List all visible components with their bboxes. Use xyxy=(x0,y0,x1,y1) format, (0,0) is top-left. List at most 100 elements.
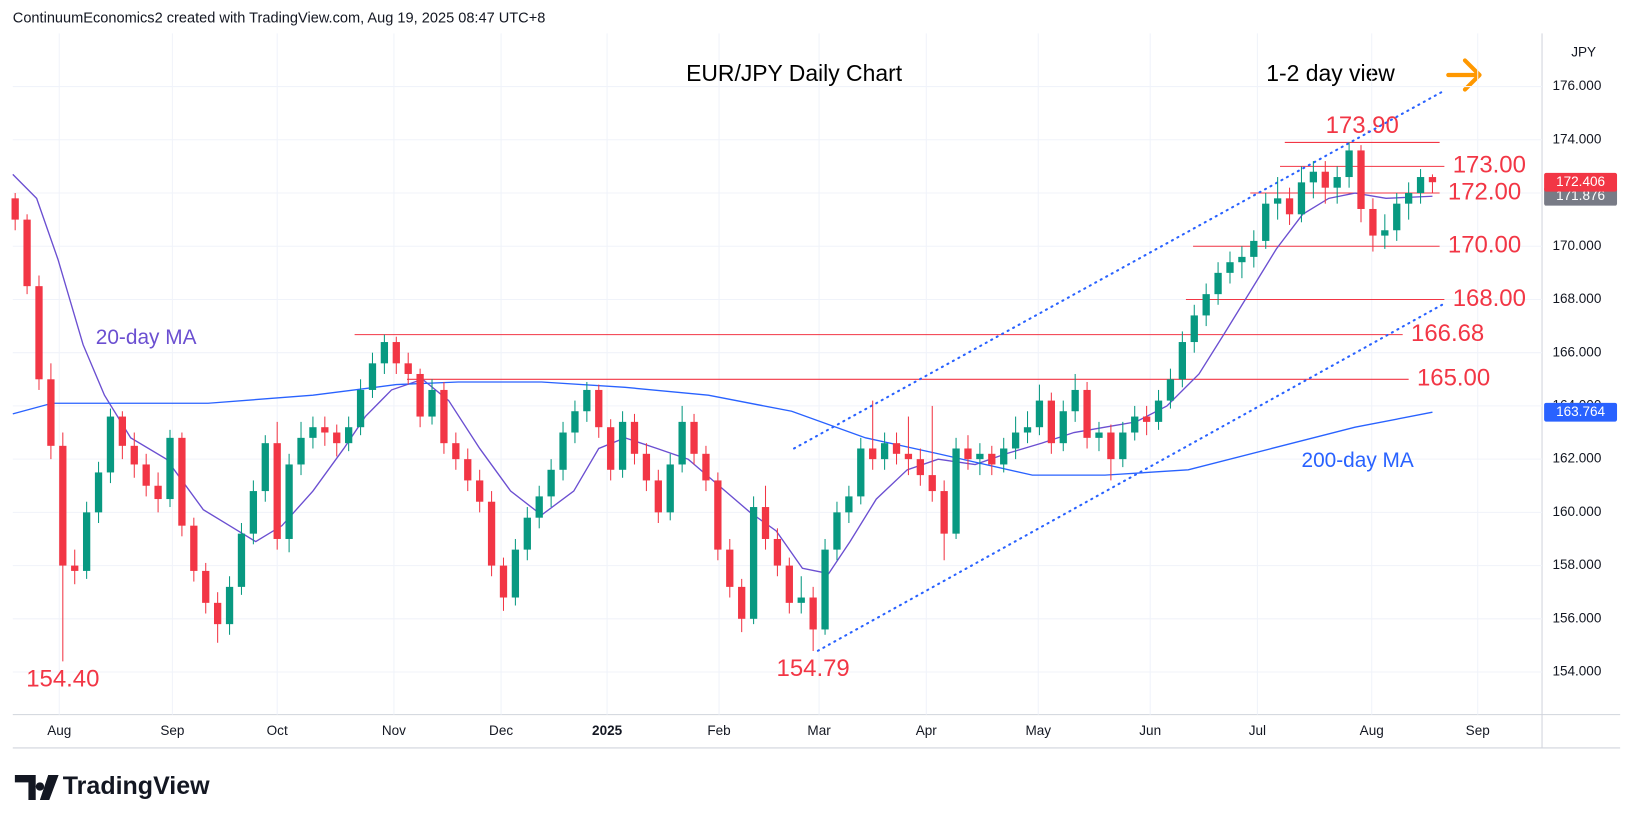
level-label: 172.00 xyxy=(1448,178,1521,205)
channel-line xyxy=(816,303,1444,652)
candle-body xyxy=(487,501,496,566)
candle-body xyxy=(1393,203,1401,231)
candle-body xyxy=(1428,177,1437,183)
candle-body xyxy=(916,459,924,476)
candle-body xyxy=(1083,389,1091,438)
candle-body xyxy=(797,597,805,603)
level-label: 173.00 xyxy=(1453,152,1526,179)
candle-body xyxy=(404,363,412,374)
candle-body xyxy=(1297,182,1306,215)
candle-body xyxy=(904,453,913,460)
moving-average xyxy=(12,381,1433,476)
candle-body xyxy=(392,342,400,364)
candle-body xyxy=(618,421,627,470)
candle-body xyxy=(380,342,389,364)
candle-body xyxy=(761,507,770,539)
candle-body xyxy=(1333,177,1341,188)
candle-body xyxy=(1059,411,1067,444)
brand: TradingView xyxy=(63,772,210,800)
candle-body xyxy=(1154,400,1163,422)
candle-body xyxy=(237,533,246,587)
y-tick-label: 162.000 xyxy=(1552,451,1601,466)
channel-line xyxy=(793,90,1444,450)
ma20-price-tag-box xyxy=(1544,186,1618,206)
candle-body xyxy=(1095,432,1103,438)
candle-body xyxy=(213,602,222,625)
candle-body xyxy=(1190,315,1198,343)
candle-body xyxy=(297,437,305,465)
low-label: 154.40 xyxy=(26,665,99,692)
candle-body xyxy=(345,427,353,444)
candle-body xyxy=(1107,432,1115,460)
candle-body xyxy=(1309,171,1318,183)
candle-body xyxy=(130,445,138,465)
candle-body xyxy=(559,432,567,470)
candle-body xyxy=(190,525,198,571)
candle-body xyxy=(1226,262,1234,273)
candle-body xyxy=(702,453,710,481)
candle-body xyxy=(1035,400,1044,428)
candle-body xyxy=(1369,208,1377,236)
candle-body xyxy=(1011,432,1020,449)
candle-body xyxy=(1214,272,1222,295)
subtitle: 1-2 day view xyxy=(1266,60,1395,86)
arrow xyxy=(1446,58,1482,92)
candle-body xyxy=(785,565,793,603)
candle-body xyxy=(880,443,889,460)
candle-body xyxy=(154,485,162,500)
candle-body xyxy=(464,459,472,481)
ma200-price-tag: 163.764 xyxy=(1556,404,1605,419)
candle-body xyxy=(964,448,972,460)
candle-body xyxy=(595,389,603,428)
candle-body xyxy=(476,480,484,502)
candle-body xyxy=(857,448,865,497)
candle-body xyxy=(607,427,615,470)
x-tick-label: Aug xyxy=(47,723,71,738)
candle-body xyxy=(690,421,698,454)
candle-body xyxy=(583,389,591,412)
candle-body xyxy=(202,570,210,603)
last-price-tag-box xyxy=(1544,172,1618,192)
y-tick-label: 166.000 xyxy=(1552,344,1601,359)
candle-body xyxy=(833,512,841,550)
x-tick-label: Dec xyxy=(489,723,513,738)
logo-icon xyxy=(14,775,59,801)
candle-body xyxy=(571,411,579,433)
candle-body xyxy=(1345,150,1353,178)
candle-body xyxy=(178,437,186,526)
candle-body xyxy=(630,421,639,454)
candle-body xyxy=(1142,416,1151,422)
candle-body xyxy=(1273,198,1282,204)
candle-body xyxy=(47,379,55,446)
last-price-tag: 172.406 xyxy=(1556,174,1605,189)
x-tick-label: May xyxy=(1025,723,1051,738)
candle-body xyxy=(1238,256,1246,263)
y-tick-label: 168.000 xyxy=(1552,291,1601,306)
candle-body xyxy=(654,480,662,513)
candle-body xyxy=(1416,177,1425,194)
candle-body xyxy=(416,373,424,417)
candle-body xyxy=(23,219,31,287)
candle-body xyxy=(166,437,174,500)
candle-body xyxy=(928,475,936,492)
y-tick-label: 170.000 xyxy=(1552,238,1601,253)
candle-body xyxy=(142,464,150,486)
candle-body xyxy=(428,389,436,417)
candle-body xyxy=(118,416,127,446)
level-label: 170.00 xyxy=(1448,232,1521,259)
candle-body xyxy=(1250,240,1258,257)
low-label: 154.79 xyxy=(777,655,850,682)
series-label: 20-day MA xyxy=(96,326,197,349)
level-label: 165.00 xyxy=(1417,365,1490,392)
x-tick-label: Jun xyxy=(1139,723,1161,738)
candle-body xyxy=(499,565,508,598)
y-tick-label: 154.000 xyxy=(1552,664,1601,679)
level-label: 173.90 xyxy=(1326,112,1399,139)
candle-body xyxy=(1202,294,1210,316)
candle-body xyxy=(1285,198,1294,215)
candle-body xyxy=(1404,193,1413,204)
candle-body xyxy=(666,464,674,513)
level-label: 166.68 xyxy=(1411,320,1484,347)
candle-body xyxy=(1262,203,1270,241)
